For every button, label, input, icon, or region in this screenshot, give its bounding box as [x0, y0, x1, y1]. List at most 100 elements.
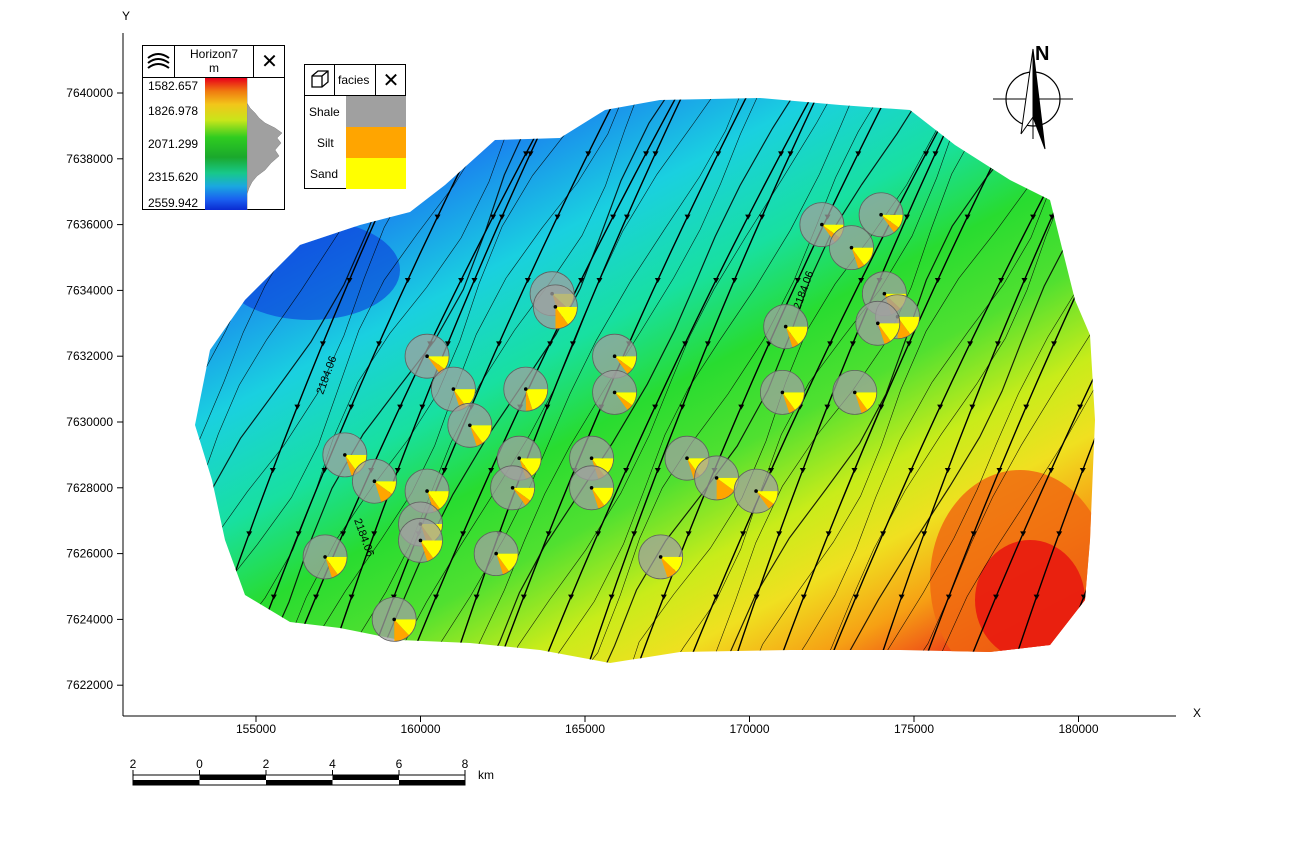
well-pie[interactable]	[832, 369, 878, 415]
horizon-value: 2071.299	[148, 137, 199, 151]
well-pie-slice	[325, 556, 348, 575]
horizon-legend[interactable]: Horizon7 m ✕ 1582.657 1826.978 2071.299 …	[142, 45, 285, 210]
well-pie[interactable]	[490, 465, 536, 511]
well-marker	[323, 555, 327, 559]
well-pie-slice	[420, 540, 434, 562]
y-tick-label: 7630000	[66, 415, 113, 429]
well-pie-outline	[763, 304, 809, 349]
x-tick-label: 155000	[236, 722, 276, 736]
well-pie[interactable]	[430, 366, 476, 412]
well-pie-slice	[394, 619, 417, 636]
well-marker	[553, 305, 558, 309]
y-tick-label: 7632000	[66, 349, 113, 363]
well-marker	[392, 617, 396, 622]
well-pie-slice	[782, 392, 805, 411]
well-marker	[451, 387, 456, 391]
horizon-color-bar	[205, 78, 247, 210]
well-pie[interactable]	[569, 465, 614, 511]
well-pie-outline	[832, 369, 878, 415]
well-marker	[780, 390, 785, 395]
horizon-value: 1582.657	[148, 79, 199, 93]
well-pie[interactable]	[592, 369, 638, 415]
well-pie[interactable]	[760, 369, 805, 415]
well-pie-slice	[881, 214, 904, 228]
well-marker	[523, 387, 528, 391]
y-tick-label: 7628000	[66, 481, 113, 495]
well-pie[interactable]	[447, 402, 493, 448]
facies-title: facies	[335, 65, 376, 96]
well-marker	[714, 476, 719, 480]
well-pie-outline	[371, 597, 417, 642]
y-tick-label: 7638000	[66, 152, 113, 166]
well-pie-slice	[591, 458, 614, 476]
well-pie[interactable]	[733, 468, 779, 514]
well-pie-slice	[453, 389, 476, 407]
horizon-value: 2315.620	[148, 170, 199, 184]
well-pie-slice	[660, 556, 683, 572]
well-marker	[612, 354, 617, 359]
well-pie-slice	[851, 247, 865, 269]
well-pie-slice	[555, 306, 578, 325]
facies-swatch-shale	[346, 96, 406, 127]
well-pie[interactable]	[829, 225, 874, 271]
well-pie-slice	[614, 356, 637, 370]
well-pie[interactable]	[592, 333, 638, 379]
well-marker	[517, 456, 521, 460]
well-pie-slice	[427, 491, 441, 513]
well-pie[interactable]	[352, 458, 397, 504]
well-marker	[589, 456, 594, 460]
horizon-layers-icon	[147, 53, 170, 69]
well-pie-slice	[394, 619, 410, 642]
horizon-title-cell: Horizon7 m	[175, 46, 254, 78]
well-marker	[783, 324, 788, 329]
facies-label-shale: Shale	[309, 105, 340, 119]
scale-tick-label: 8	[462, 757, 469, 771]
well-pie[interactable]	[858, 192, 904, 238]
well-pie-slice	[614, 392, 637, 406]
well-pie[interactable]	[638, 534, 684, 580]
well-marker	[658, 555, 663, 559]
well-pie[interactable]	[694, 455, 739, 501]
well-pie-outline	[447, 402, 493, 448]
well-pie-slice	[782, 392, 796, 414]
well-pie-layer[interactable]	[302, 192, 920, 642]
well-pie[interactable]	[302, 534, 348, 580]
well-pie[interactable]	[371, 597, 417, 642]
x-tick-label: 175000	[894, 722, 934, 736]
scale-tick-label: 4	[329, 757, 336, 771]
well-pie-slice	[591, 487, 605, 509]
well-pie-slice	[496, 553, 510, 575]
well-pie[interactable]	[532, 284, 578, 330]
well-marker	[343, 453, 347, 457]
horizon-value: 1826.978	[148, 104, 199, 118]
well-pie[interactable]	[398, 518, 443, 563]
well-marker	[685, 456, 689, 460]
well-marker	[882, 291, 887, 296]
well-pie[interactable]	[855, 300, 901, 346]
facies-swatch-silt	[346, 127, 406, 158]
facies-close-button[interactable]: ✕	[376, 65, 406, 96]
horizon-close-button[interactable]: ✕	[254, 46, 285, 78]
well-pie[interactable]	[503, 366, 549, 412]
well-marker	[754, 489, 758, 493]
facies-legend[interactable]: facies ✕ Shale Silt Sand	[304, 64, 406, 189]
horizon-unit: m	[209, 61, 219, 75]
well-pie-slice	[374, 481, 393, 503]
well-marker	[510, 486, 515, 490]
y-tick-label: 7624000	[66, 612, 113, 626]
x-tick-label: 165000	[565, 722, 605, 736]
well-marker	[494, 551, 498, 556]
y-tick-label: 7622000	[66, 678, 113, 692]
well-pie-slice	[854, 392, 868, 414]
facies-label-sand: Sand	[310, 167, 339, 181]
well-pie[interactable]	[404, 333, 450, 379]
well-pie-slice	[591, 487, 614, 506]
well-pie[interactable]	[763, 304, 809, 349]
well-pie-outline	[404, 333, 450, 379]
well-pie-slice	[374, 481, 397, 495]
well-pie-outline	[532, 284, 578, 330]
well-marker	[612, 390, 617, 395]
well-pie-slice	[519, 458, 542, 476]
well-pie[interactable]	[473, 531, 519, 576]
